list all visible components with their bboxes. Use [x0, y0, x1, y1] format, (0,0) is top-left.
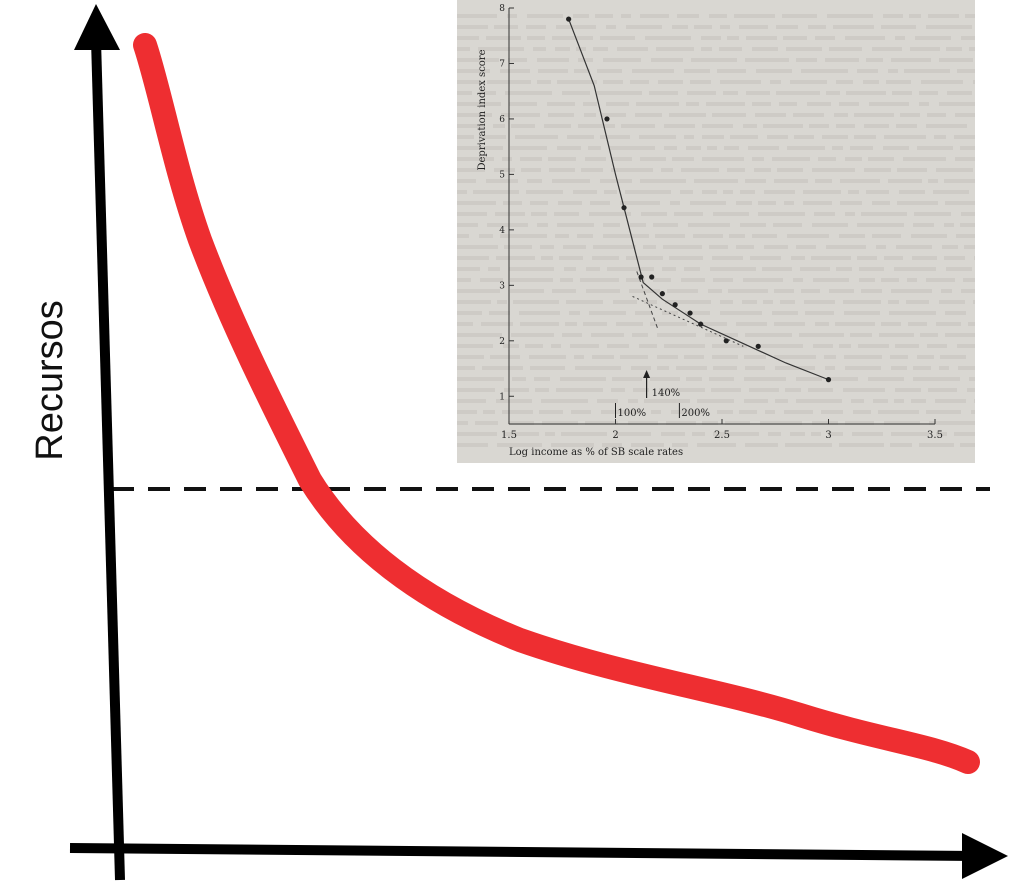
inset-y-tick-label: 7: [499, 59, 505, 69]
inset-data-point: [672, 302, 678, 308]
inset-x-tick-label: 3.5: [927, 430, 943, 441]
y-axis-label-text: Recursos: [28, 299, 71, 461]
inset-x-axis-label: Log income as % of SB scale rates: [509, 447, 683, 458]
inset-arrow-label: 140%: [652, 388, 681, 399]
inset-y-tick-label: 5: [499, 170, 505, 180]
inset-annotations: 140% 100% 200%: [615, 370, 710, 419]
inset-data-point: [698, 321, 704, 327]
inset-y-axis-label: Deprivation index score: [477, 49, 488, 170]
inset-fit-line: [568, 18, 829, 381]
y-axis-label: Recursos: [10, 299, 90, 461]
inset-percent-marker-label: 100%: [618, 408, 647, 419]
inset-percent-marker-label: 200%: [681, 408, 710, 419]
inset-data-point: [825, 377, 832, 383]
y-axis-arrowhead: [74, 4, 120, 50]
inset-x-tick-label: 2.5: [714, 430, 730, 441]
inset-x-tick-label: 2: [612, 430, 618, 441]
inset-data-point: [687, 310, 693, 316]
inset-data-point: [649, 274, 655, 280]
inset-data-point: [755, 343, 761, 349]
inset-y-tick-label: 6: [499, 115, 505, 125]
inset-arrow-head: [643, 370, 651, 378]
inset-data-point: [723, 338, 729, 344]
inset-scan: 1.5 2 2.5 3 3.5 1 2 3 4 5 6 7 8 140% 100% 200% Log in…: [457, 0, 975, 463]
inset-y-tick-label: 4: [499, 226, 505, 236]
inset-dashed-extension: [636, 271, 659, 330]
inset-lines: [568, 18, 829, 381]
inset-y-tick-label: 2: [499, 337, 505, 347]
inset-data-point: [566, 16, 572, 22]
x-axis-arrowhead: [962, 833, 1008, 879]
y-axis: [74, 4, 125, 881]
inset-y-tick-label: 8: [499, 4, 505, 14]
inset-data-point: [638, 274, 644, 280]
inset-points: [566, 16, 832, 383]
inset-data-point: [604, 116, 610, 122]
inset-x-ticks: 1.5 2 2.5 3 3.5: [501, 419, 943, 441]
inset-chart: 1.5 2 2.5 3 3.5 1 2 3 4 5 6 7 8 140% 100% 200% Log in…: [457, 4, 975, 458]
inset-y-ticks: 1 2 3 4 5 6 7 8: [499, 4, 514, 402]
inset-x-tick-label: 3: [825, 430, 831, 441]
inset-data-point: [621, 205, 627, 211]
resource-curve: [133, 33, 980, 774]
scanned-text-texture: [457, 14, 975, 447]
inset-y-tick-label: 1: [499, 392, 505, 402]
x-axis: [69, 833, 1008, 879]
inset-data-point: [659, 291, 665, 297]
inset-y-tick-label: 3: [499, 281, 505, 291]
inset-x-tick-label: 1.5: [501, 430, 517, 441]
inset-dotted-asymptote: [632, 295, 744, 347]
